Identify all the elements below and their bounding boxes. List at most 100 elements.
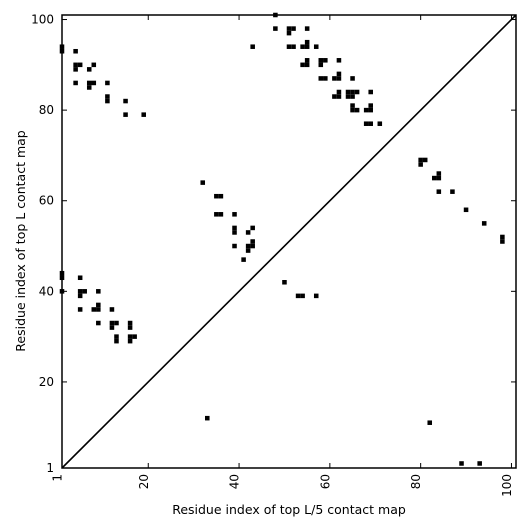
contact-cell [205, 415, 210, 421]
contact-cell [105, 80, 110, 86]
contact-cell [91, 62, 97, 68]
contact-cell [368, 89, 373, 95]
contact-cell [91, 307, 97, 312]
contact-cell [304, 26, 310, 31]
contact-cell [232, 212, 237, 217]
contact-cell [350, 89, 355, 95]
contact-cell [304, 58, 310, 63]
contact-cell [481, 221, 487, 226]
y-tick-label: 1 [46, 461, 54, 475]
contact-cell [354, 107, 360, 113]
contact-cell [105, 94, 110, 99]
contact-cell [96, 289, 101, 294]
contact-cell [96, 320, 101, 326]
contact-cell [332, 94, 337, 99]
contact-cell [300, 293, 305, 299]
x-axis-ticks: 1 20 40 60 80 100 [51, 15, 514, 497]
y-tick-label: 60 [39, 194, 54, 208]
contact-cell [114, 320, 119, 326]
y-tick-label: 100 [31, 13, 54, 27]
contact-cell [363, 121, 369, 126]
contact-cell [313, 44, 319, 49]
contact-cell [82, 289, 87, 294]
contact-cell [418, 162, 423, 167]
contact-cell [73, 80, 78, 86]
x-tick-label: 1 [51, 474, 65, 482]
contact-cell [436, 175, 442, 181]
contact-cells [59, 12, 505, 466]
contact-cell [304, 39, 310, 45]
contact-cell [232, 225, 237, 231]
contact-cell [368, 121, 373, 126]
contact-cell [354, 89, 360, 95]
contact-cell [432, 175, 437, 181]
contact-cell [350, 107, 355, 113]
contact-cell [91, 80, 97, 86]
contact-cell [336, 71, 342, 77]
contact-cell [286, 26, 292, 31]
y-tick-label: 80 [39, 103, 54, 117]
contact-cell [418, 157, 423, 163]
contact-cell [363, 107, 369, 113]
contact-cell [218, 212, 224, 217]
contact-cell [313, 293, 319, 299]
contact-cell [109, 325, 115, 330]
contact-cell [318, 62, 324, 68]
x-tick-label: 20 [137, 474, 151, 489]
contact-cell [318, 76, 324, 81]
contact-cell [368, 103, 373, 108]
contact-cell [73, 62, 78, 68]
contact-cell [477, 461, 482, 466]
contact-cell [77, 307, 83, 312]
y-tick-label: 20 [39, 375, 54, 389]
contact-cell [127, 334, 133, 339]
contact-cell [250, 225, 255, 231]
contact-cell [86, 67, 92, 72]
contact-cell [245, 230, 251, 235]
contact-cell [323, 76, 328, 81]
contact-cell [77, 275, 83, 281]
contact-cell [123, 112, 128, 117]
contact-cell [282, 280, 287, 285]
contact-cell [245, 248, 251, 253]
contact-cell [127, 338, 133, 344]
contact-cell [345, 89, 351, 95]
x-axis-label: Residue index of top L/5 contact map [172, 502, 406, 517]
contact-cell [250, 44, 255, 49]
contact-cell [345, 94, 351, 99]
contact-cell [336, 76, 342, 81]
contact-cell [105, 98, 110, 104]
contact-cell [245, 243, 251, 249]
contact-cell [77, 293, 83, 299]
contact-cell [323, 58, 328, 63]
contact-cell [318, 58, 324, 63]
contact-cell [291, 44, 296, 49]
contact-cell [114, 338, 119, 344]
contact-cell [86, 85, 92, 90]
x-tick-label: 100 [500, 474, 514, 497]
contact-cell [86, 80, 92, 86]
contact-cell [273, 26, 278, 31]
contact-cell [300, 62, 305, 68]
contact-cell [73, 67, 78, 72]
contact-cell [436, 171, 442, 176]
contact-cell [463, 207, 469, 213]
contact-cell [96, 302, 101, 308]
contact-cell [336, 58, 342, 63]
y-tick-label: 40 [39, 284, 54, 298]
contact-cell [214, 193, 219, 199]
contact-cell [286, 44, 292, 49]
contact-cell [500, 234, 505, 240]
contact-cell [250, 239, 255, 244]
x-tick-label: 40 [228, 474, 242, 489]
contact-cell [241, 257, 246, 262]
contact-cell [109, 320, 115, 326]
contact-cell [232, 230, 237, 235]
contact-cell [132, 334, 137, 339]
contact-cell [436, 189, 442, 194]
plot-frame [61, 14, 517, 469]
contact-cell [127, 320, 133, 326]
contact-cell [350, 76, 355, 81]
contact-cell [123, 98, 128, 104]
